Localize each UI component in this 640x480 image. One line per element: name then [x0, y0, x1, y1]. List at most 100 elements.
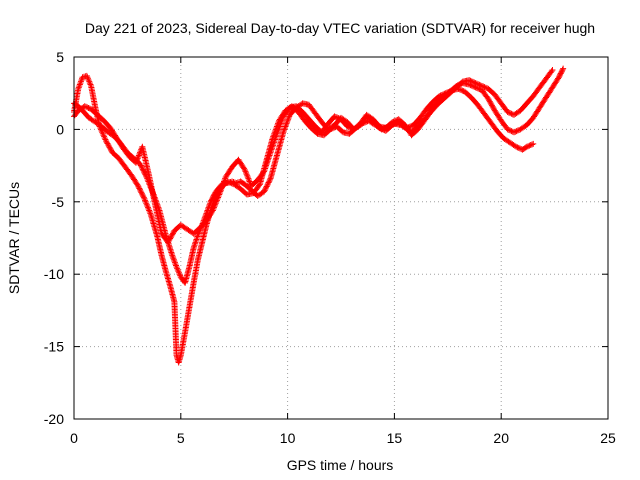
axis-ticks: 0 5 10 15 20 25 -20 -15 -10 -5 0 5 — [44, 49, 616, 446]
data-point — [507, 110, 514, 117]
data-point — [219, 182, 226, 189]
data-point — [105, 143, 112, 150]
data-point — [102, 136, 109, 143]
data-point — [548, 68, 555, 75]
data-point — [137, 162, 144, 169]
data-point — [138, 190, 145, 197]
data-point — [169, 231, 176, 238]
data-point — [244, 174, 251, 181]
data-point — [134, 155, 141, 162]
data-point — [332, 113, 339, 120]
data-point — [263, 183, 270, 190]
data-point — [216, 190, 223, 197]
data-point — [255, 182, 262, 189]
data-point — [471, 79, 478, 86]
data-point — [218, 184, 225, 191]
data-point — [169, 253, 176, 260]
data-point — [331, 113, 338, 120]
data-point — [146, 208, 153, 215]
data-point — [489, 103, 496, 110]
data-point — [203, 208, 210, 215]
data-point — [144, 204, 151, 211]
data-point — [390, 118, 397, 125]
data-point — [215, 193, 222, 200]
data-point — [205, 204, 212, 211]
data-point — [194, 232, 201, 239]
data-point — [108, 146, 115, 153]
data-point — [143, 200, 150, 207]
data-point — [204, 207, 211, 214]
data-point — [476, 81, 483, 88]
data-point — [215, 194, 222, 201]
data-point — [76, 82, 83, 89]
data-point — [166, 236, 173, 243]
data-point — [475, 81, 482, 88]
data-point — [217, 187, 224, 194]
data-point — [486, 98, 493, 105]
data-point — [140, 194, 147, 201]
data-point — [277, 122, 284, 129]
data-point — [276, 123, 283, 130]
data-point — [135, 184, 142, 191]
data-point — [477, 82, 484, 89]
data-point — [212, 201, 219, 208]
data-point — [391, 118, 398, 125]
y-tick-label: 5 — [56, 49, 64, 65]
data-point — [284, 119, 291, 126]
data-point — [478, 82, 485, 89]
data-point — [241, 166, 248, 173]
data-point — [480, 83, 487, 90]
x-tick-label: 5 — [177, 430, 185, 446]
data-point — [504, 126, 511, 133]
data-point — [209, 208, 216, 215]
data-point — [246, 178, 253, 185]
y-tick-label: 0 — [56, 121, 64, 137]
data-point — [470, 78, 477, 85]
data-point — [211, 203, 218, 210]
data-point — [549, 67, 556, 74]
series-2 — [71, 65, 567, 286]
data-point — [490, 105, 497, 112]
data-point — [265, 179, 272, 186]
data-point — [280, 129, 287, 136]
data-point — [171, 259, 178, 266]
chart-title: Day 221 of 2023, Sidereal Day-to-day VTE… — [85, 20, 595, 36]
data-point — [137, 161, 144, 168]
y-tick-label: -20 — [44, 411, 64, 427]
data-point — [459, 87, 466, 94]
data-point — [526, 142, 533, 149]
data-point — [263, 184, 270, 191]
data-point — [205, 206, 212, 213]
data-point — [487, 99, 494, 106]
data-point — [85, 77, 92, 84]
data-point — [141, 195, 148, 202]
data-point — [436, 93, 443, 100]
data-point — [86, 80, 93, 87]
data-point — [468, 78, 475, 85]
data-point — [105, 141, 112, 148]
data-point — [142, 197, 149, 204]
data-point — [169, 252, 176, 259]
data-point — [169, 230, 176, 237]
data-point — [165, 238, 172, 245]
data-point — [106, 144, 113, 151]
data-point — [527, 142, 534, 149]
data-point — [560, 65, 567, 72]
data-point — [135, 182, 142, 189]
data-point — [85, 104, 92, 111]
data-point — [171, 258, 178, 265]
data-point — [514, 144, 521, 151]
data-point — [285, 116, 292, 123]
data-point — [137, 188, 144, 195]
x-axis-label: GPS time / hours — [287, 457, 394, 473]
data-points — [71, 65, 567, 366]
data-point — [101, 135, 108, 142]
data-point — [103, 139, 110, 146]
data-point — [334, 114, 341, 121]
data-point — [132, 159, 139, 166]
x-tick-label: 15 — [387, 430, 403, 446]
data-point — [261, 187, 268, 194]
data-point — [346, 124, 353, 131]
data-point — [243, 169, 250, 176]
data-point — [221, 177, 228, 184]
